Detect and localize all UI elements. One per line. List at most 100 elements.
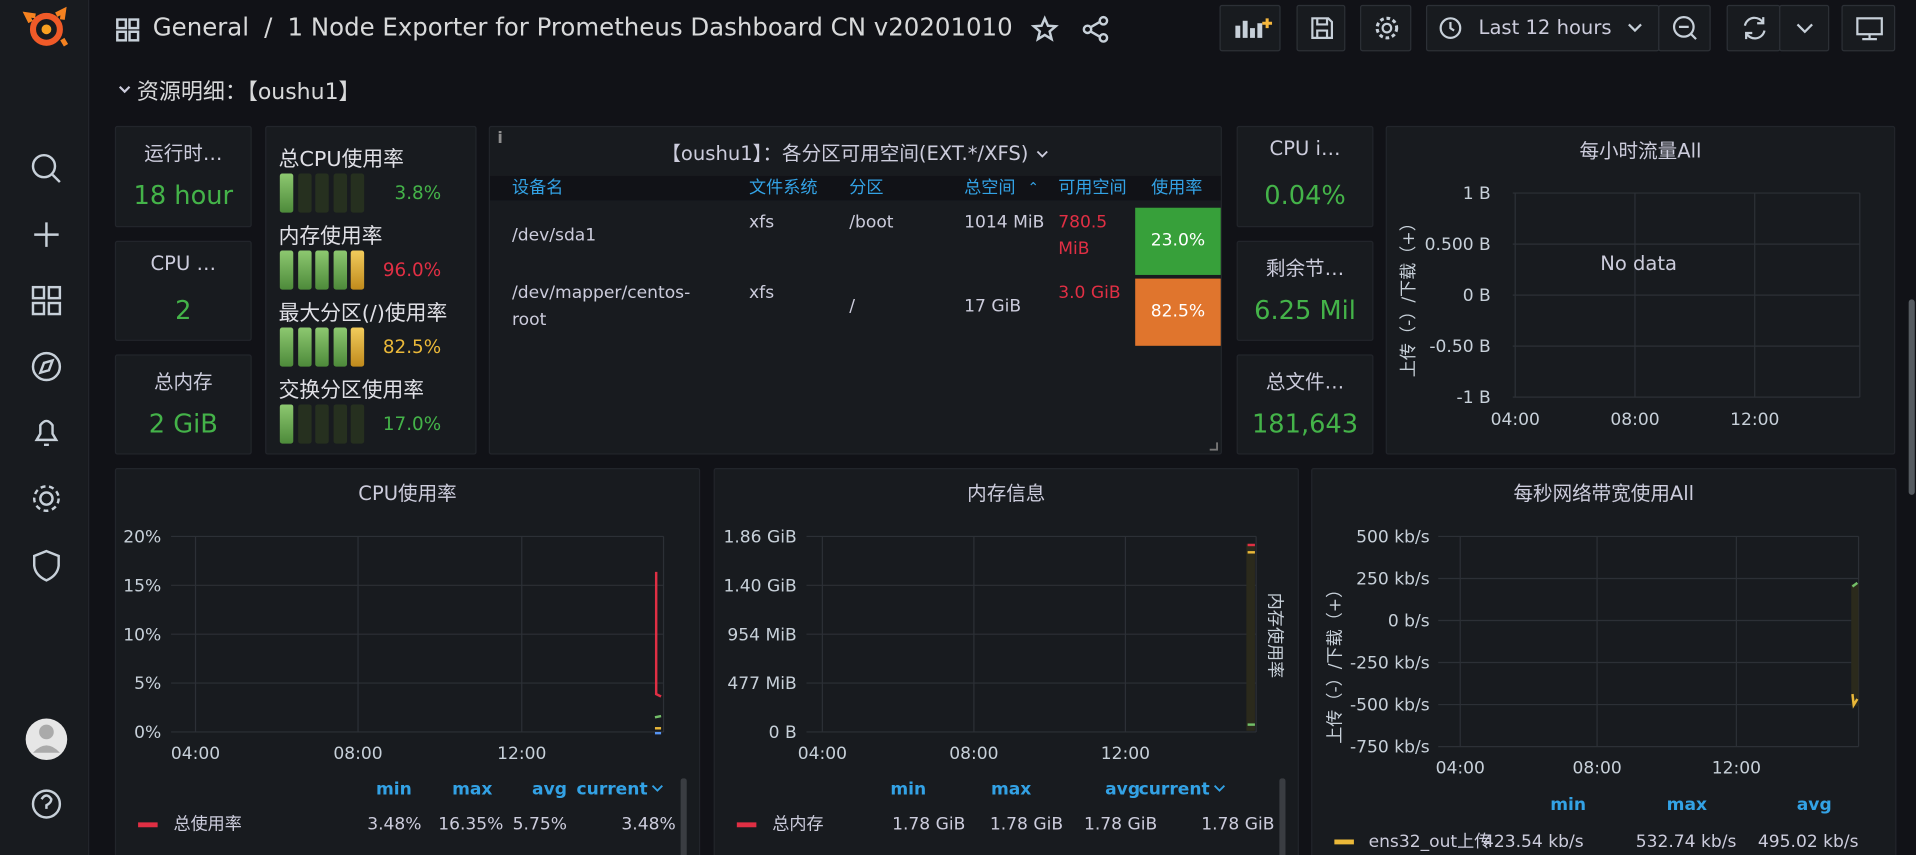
series-band — [1851, 584, 1859, 707]
help-icon[interactable] — [31, 789, 62, 819]
tv-mode-button[interactable] — [1841, 4, 1896, 52]
y-tick-label: 0 B — [769, 723, 797, 743]
table-cell: xfs — [749, 212, 775, 233]
series-line — [654, 571, 662, 698]
gauge-segment — [297, 404, 311, 444]
table-cell: /dev/mapper/centos-root — [511, 283, 691, 330]
legend-column-header: min — [1550, 795, 1586, 815]
series-band — [1246, 543, 1255, 731]
stat-title: CPU … — [150, 251, 217, 275]
info-icon[interactable]: i — [497, 129, 503, 148]
table-cell: xfs — [749, 283, 775, 304]
y-tick-label: 0% — [134, 723, 161, 743]
stat-value: 2 — [175, 295, 192, 326]
config-icon[interactable] — [32, 485, 60, 512]
sidebar-icons — [22, 6, 69, 819]
panel-title[interactable]: 内存信息 — [967, 481, 1046, 505]
explore-icon[interactable] — [31, 351, 62, 382]
search-icon[interactable] — [31, 153, 61, 183]
dashboards-icon[interactable] — [31, 285, 62, 316]
stat-title: 总文件… — [1265, 370, 1345, 394]
y-tick-label: -1 B — [1457, 388, 1491, 408]
dashboard-title[interactable]: 1 Node Exporter for Prometheus Dashboard… — [287, 12, 1013, 42]
y-tick-label: 1.40 GiB — [723, 576, 796, 596]
legend-value: 423.54 kb/s — [1483, 832, 1584, 852]
create-icon[interactable] — [34, 222, 59, 247]
legend-value: 1.78 GiB — [1084, 815, 1157, 835]
x-tick-label: 12:00 — [1730, 410, 1779, 430]
gauge-segment — [279, 404, 294, 444]
resize-handle[interactable] — [1208, 441, 1218, 451]
legend-series-name: 总内存 — [772, 815, 823, 835]
stat-panel: 总内存 2 GiB — [114, 354, 252, 455]
legend-column-header: max — [991, 779, 1031, 799]
gauge-segment — [315, 404, 329, 444]
column-header: 分区 — [849, 178, 884, 198]
breadcrumb-folder[interactable]: General — [152, 12, 250, 42]
y-tick-label: 0 B — [1463, 286, 1491, 306]
gauge-segment — [332, 327, 347, 367]
table-header: 设备名 文件系统 分区 总空间 可用空间 使用率 ⌃ — [489, 175, 1221, 201]
x-tick-label: 12:00 — [1101, 744, 1150, 764]
bar-gauge-panel: 总CPU使用率 3.8% 内存使用率 96.0% 最大分区(/)使用率 82.5% 交换分区… — [265, 125, 477, 455]
graph-panel: 内存信息 — [713, 468, 1299, 855]
row-collapse-icon[interactable] — [117, 83, 132, 98]
gauge-segment — [297, 250, 311, 290]
avatar[interactable] — [25, 718, 68, 761]
gauge-segment — [332, 404, 347, 444]
table-cell: /dev/sda1 — [511, 226, 597, 246]
gauge-segment — [332, 173, 347, 213]
legend-series-name: 总使用率 — [174, 814, 242, 835]
y-tick-label: 20% — [123, 528, 161, 548]
settings-button[interactable] — [1360, 4, 1412, 52]
column-header: 文件系统 — [749, 178, 818, 198]
y-tick-label: -250 kb/s — [1350, 654, 1430, 674]
y-tick-label: 0.500 B — [1425, 235, 1491, 255]
panel-title[interactable]: 每小时流量All — [1579, 139, 1702, 163]
share-icon[interactable] — [1082, 15, 1109, 43]
y-tick-label: 954 MiB — [727, 625, 796, 645]
refresh-interval-button[interactable] — [1779, 4, 1830, 52]
x-tick-label: 04:00 — [171, 744, 220, 764]
stat-panel: CPU i… 0.04% — [1236, 125, 1374, 228]
sort-chevron — [651, 785, 663, 792]
y-tick-label: 10% — [123, 625, 161, 645]
x-tick-label: 08:00 — [1610, 410, 1659, 430]
legend-value: 3.48% — [367, 815, 421, 835]
alerting-icon[interactable] — [34, 419, 59, 447]
stat-value: 2 GiB — [148, 409, 218, 439]
row-title[interactable]: 资源明细：【oushu1】 — [136, 79, 361, 106]
shield-icon[interactable] — [32, 549, 60, 582]
table-cell: / — [849, 296, 856, 317]
gauge-segment — [350, 404, 365, 444]
x-tick-label: 12:00 — [1712, 758, 1761, 778]
panel-title[interactable]: CPU使用率 — [358, 481, 457, 505]
gauge-label: 总CPU使用率 — [278, 147, 404, 173]
x-tick-label: 12:00 — [497, 744, 546, 764]
series-line — [1851, 693, 1859, 709]
gauge-segment — [279, 250, 294, 290]
legend-column-header: max — [1667, 795, 1707, 815]
legend-value: 16.35% — [438, 815, 503, 835]
zoom-out-button[interactable] — [1658, 4, 1711, 52]
y-axis-label: 上传（-）/下载（+） — [1399, 214, 1419, 377]
add-panel-button[interactable] — [1219, 4, 1281, 52]
gauge-segment — [350, 327, 365, 367]
legend-column-header: max — [452, 779, 492, 799]
stat-panel: 运行时… 18 hour — [114, 125, 252, 228]
legend-value: 532.74 kb/s — [1636, 832, 1737, 852]
panel-menu-icon[interactable] — [1035, 148, 1050, 160]
panel-title[interactable]: 【oushu1】：各分区可用空间(EXT.*/XFS) — [490, 137, 1221, 166]
y-tick-label: 1.86 GiB — [723, 528, 796, 548]
time-picker[interactable]: Last 12 hours — [1426, 4, 1660, 52]
no-data-message: No data — [1600, 252, 1677, 275]
time-range: Last 12 hours — [1478, 15, 1612, 40]
panel-title[interactable]: 每秒网络带宽使用All — [1513, 481, 1695, 505]
page-scrollbar[interactable] — [1908, 299, 1915, 495]
column-header: 使用率 — [1151, 178, 1203, 198]
star-icon[interactable] — [1030, 15, 1059, 42]
save-button[interactable] — [1296, 4, 1346, 52]
gauge-label: 内存使用率 — [278, 224, 383, 250]
gauge-value: 82.5% — [382, 336, 442, 359]
grafana-logo[interactable] — [22, 6, 69, 47]
